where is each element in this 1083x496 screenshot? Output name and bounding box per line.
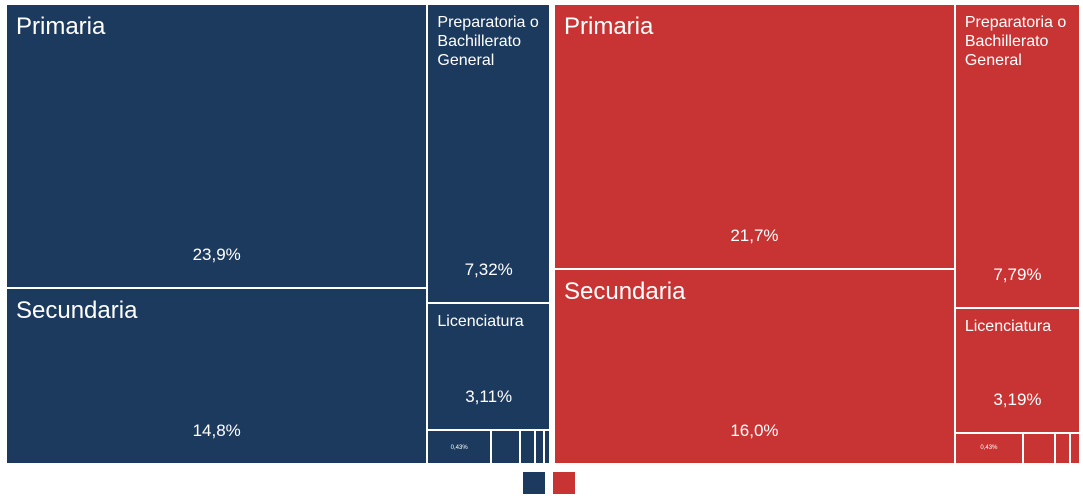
treemap-cell: [535, 430, 545, 464]
treemap-cell: [544, 430, 550, 464]
cell-label: Licenciatura: [437, 313, 524, 331]
treemap-cell: Preparatoria o Bachillerato General 7,32%: [427, 4, 550, 304]
value-label: 3,11%: [465, 387, 513, 407]
treemap-cell: [1054, 433, 1071, 464]
value-label: 0,43%: [450, 444, 468, 451]
value-label: 14,8%: [192, 420, 241, 440]
value-label: 21,7%: [730, 225, 779, 245]
value-label: 23,9%: [192, 245, 241, 265]
legend-swatch: [523, 472, 545, 494]
value-label: 16,0%: [730, 420, 779, 440]
treemap-cell: Primaria 21,7%: [554, 4, 955, 269]
treemap-cell: [1022, 433, 1055, 464]
treemap-cell: Licenciatura 3,19%: [954, 308, 1080, 434]
treemap-cell: 0,43%: [427, 430, 491, 464]
cell-label: Secundaria: [16, 297, 138, 325]
cell-label: Licenciatura: [964, 318, 1052, 336]
treemap-cell: [490, 430, 521, 464]
cell-label: Preparatoria o Bachillerato General: [437, 14, 539, 70]
treemap-cell: Licenciatura 3,11%: [427, 303, 550, 431]
value-label: 0,43%: [980, 444, 998, 451]
treemap-cell: 0,43%: [954, 433, 1023, 464]
cell-label: Primaria: [16, 13, 106, 40]
value-label: 7,79%: [993, 265, 1042, 285]
value-label: 3,19%: [993, 390, 1042, 410]
treemap-cell: Secundaria 16,0%: [554, 268, 955, 464]
cell-label: Primaria: [564, 13, 654, 40]
cell-label: Secundaria: [564, 277, 686, 305]
treemap-cell: [520, 430, 536, 464]
treemap-cell: Secundaria 14,8%: [6, 288, 428, 464]
treemap-cell: Primaria 23,9%: [6, 4, 428, 289]
value-label: 7,32%: [464, 260, 513, 280]
treemap-cell: [1070, 433, 1080, 464]
legend-swatch: [553, 472, 575, 494]
treemap-cell: Preparatoria o Bachillerato General 7,79%: [954, 4, 1080, 309]
cell-label: Preparatoria o Bachillerato General: [964, 14, 1067, 70]
